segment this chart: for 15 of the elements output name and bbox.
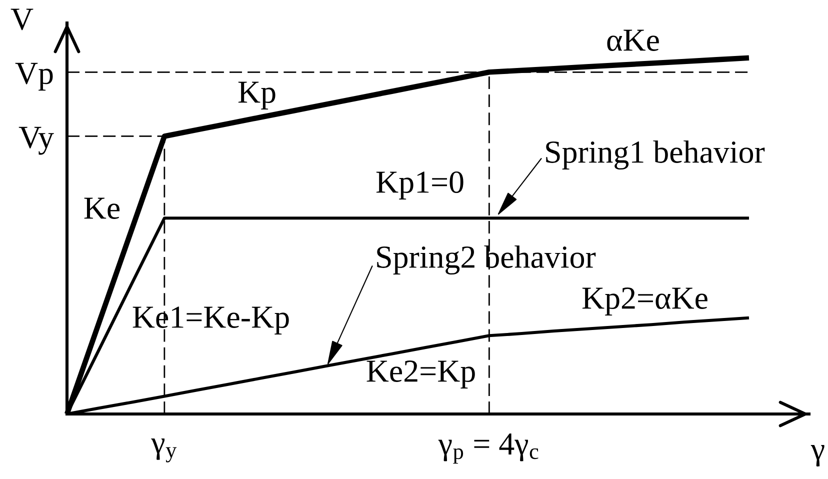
annotation: Spring1 behavior: [546, 140, 765, 170]
annotation: Ke2=Kp: [366, 360, 475, 388]
x-tick-label: γ$_{p}$ = 4γ$_{c}$: [438, 433, 538, 464]
y-axis-title: V: [10, 8, 34, 30]
x-tick-label: γ$_{y}$: [151, 438, 177, 462]
annotation: Ke1=Ke-Kp: [132, 306, 289, 334]
text: αKe: [607, 30, 659, 51]
ref-line-label: Vp: [15, 62, 53, 91]
annotation: Kp2=αKe: [582, 288, 708, 316]
annotation: Kp: [238, 82, 276, 110]
ref-line-label: Vy: [18, 126, 54, 155]
annotation: Spring2 behavior: [377, 245, 596, 275]
x-axis-title: γ: [810, 445, 824, 466]
annotation: Ke: [84, 198, 120, 219]
annotation: Kp1=0: [376, 171, 464, 200]
